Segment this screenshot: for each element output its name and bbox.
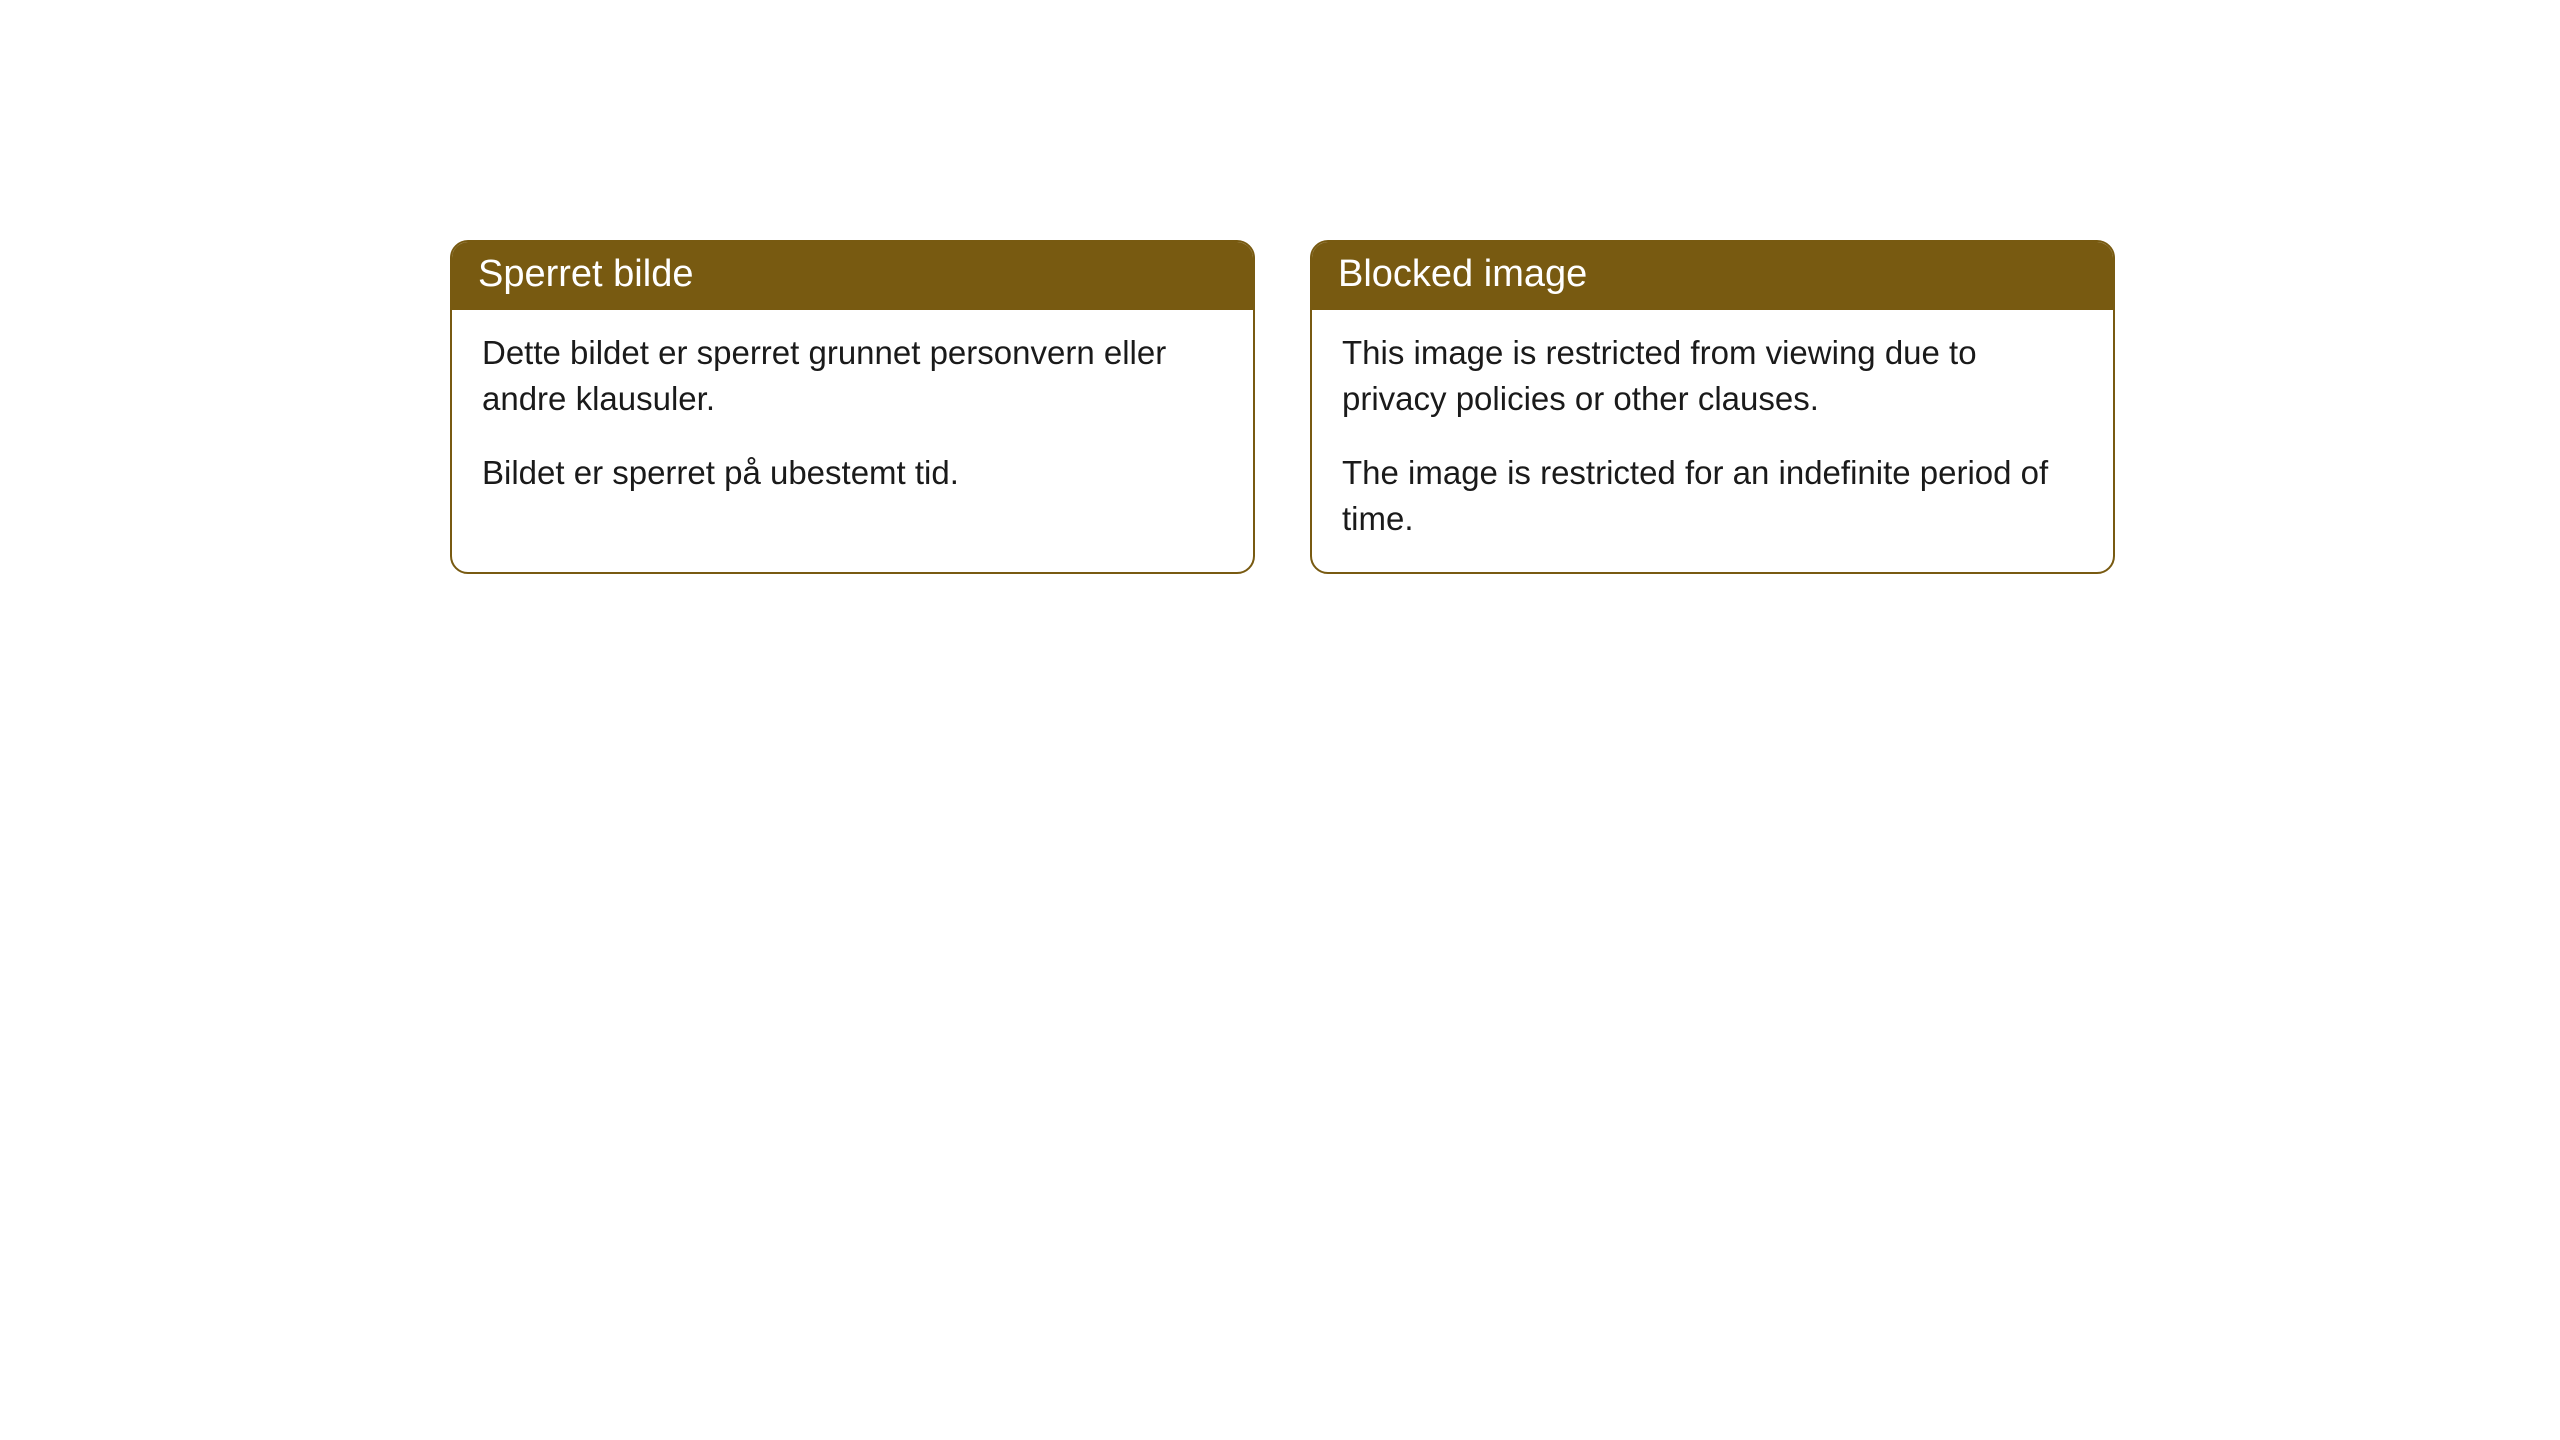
notice-box-norwegian: Sperret bilde Dette bildet er sperret gr… <box>450 240 1255 574</box>
notice-header: Blocked image <box>1312 242 2113 310</box>
notice-header: Sperret bilde <box>452 242 1253 310</box>
notice-container: Sperret bilde Dette bildet er sperret gr… <box>0 0 2560 574</box>
notice-paragraph-2: The image is restricted for an indefinit… <box>1342 450 2083 542</box>
notice-body: Dette bildet er sperret grunnet personve… <box>452 310 1253 527</box>
notice-box-english: Blocked image This image is restricted f… <box>1310 240 2115 574</box>
notice-paragraph-2: Bildet er sperret på ubestemt tid. <box>482 450 1223 496</box>
notice-paragraph-1: This image is restricted from viewing du… <box>1342 330 2083 422</box>
notice-paragraph-1: Dette bildet er sperret grunnet personve… <box>482 330 1223 422</box>
notice-body: This image is restricted from viewing du… <box>1312 310 2113 573</box>
